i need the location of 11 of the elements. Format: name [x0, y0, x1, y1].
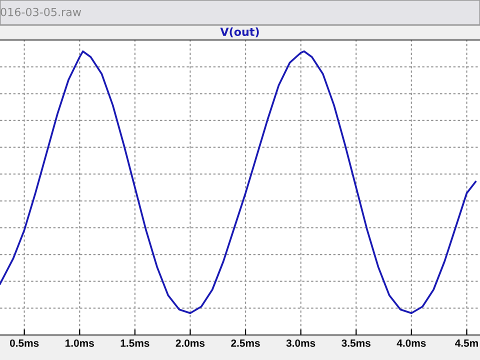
x-tick-label: 2.5ms: [231, 339, 260, 347]
x-tick-label: 4.5m: [455, 340, 478, 347]
x-tick-label: 4.0ms: [396, 339, 426, 347]
text: 016-03-05.raw: [0, 8, 82, 16]
x-tick-label: 3.0ms: [286, 339, 316, 347]
chart-title: V(out): [220, 27, 259, 38]
x-tick-label: 1.0ms: [66, 339, 94, 347]
x-tick-label: 2.0ms: [176, 339, 205, 347]
x-tick-label: 3.5ms: [342, 339, 370, 347]
x-tick-label: 1.5ms: [120, 340, 150, 347]
x-tick-label: 0.5ms: [10, 339, 39, 347]
